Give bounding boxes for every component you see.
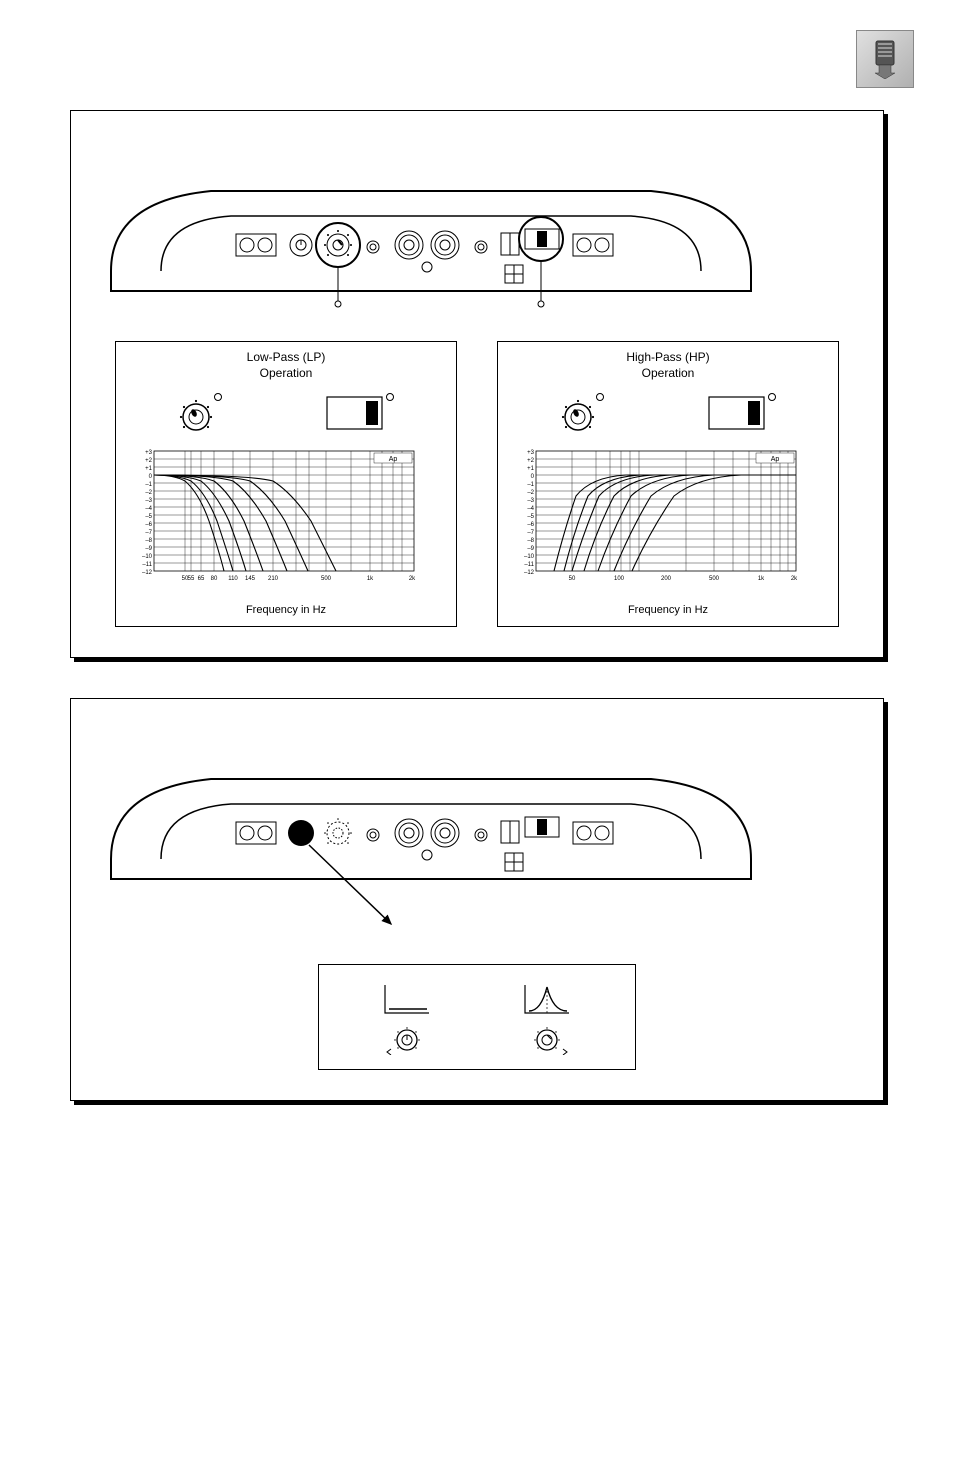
amplifier-top-view-2 <box>91 729 771 929</box>
knob-1 <box>290 234 312 256</box>
svg-text:+3: +3 <box>527 450 535 456</box>
svg-text:–1: –1 <box>527 482 534 488</box>
boost-response-col <box>519 979 575 1055</box>
filled-knob <box>288 820 314 846</box>
svg-text:–7: –7 <box>527 530 534 536</box>
svg-text:–3: –3 <box>145 498 152 504</box>
svg-text:–6: –6 <box>145 522 152 528</box>
hp-title-line1: High-Pass (HP) <box>626 350 709 364</box>
eq-detail-box <box>318 964 636 1070</box>
svg-text:–9: –9 <box>145 546 152 552</box>
svg-text:–4: –4 <box>145 506 152 512</box>
svg-text:+2: +2 <box>527 458 535 464</box>
svg-text:–11: –11 <box>524 562 534 568</box>
svg-text:+1: +1 <box>145 466 153 472</box>
eq-panel <box>70 698 884 1101</box>
lp-title-line1: Low-Pass (LP) <box>247 350 326 364</box>
svg-text:100: 100 <box>614 576 625 582</box>
svg-text:+1: +1 <box>527 466 535 472</box>
hp-response-chart: Ap +3 +2 +1 0 –1 –2 –3 –4 –5 –6 –7 –8 –9 –10 –11 –… <box>508 445 808 595</box>
crossover-panel: Low-Pass (LP) Operation <box>70 110 884 658</box>
flat-curve-icon <box>379 979 435 1019</box>
svg-text:–12: –12 <box>524 570 535 576</box>
printer-icon <box>856 30 914 88</box>
svg-text:50: 50 <box>569 576 576 582</box>
amplifier-top-view-1 <box>91 141 771 311</box>
svg-text:0: 0 <box>149 474 153 480</box>
lp-switch-icon <box>326 389 396 435</box>
svg-text:–2: –2 <box>145 490 152 496</box>
svg-text:–8: –8 <box>145 538 152 544</box>
svg-text:200: 200 <box>661 576 672 582</box>
svg-text:–6: –6 <box>527 522 534 528</box>
boost-curve-icon <box>519 979 575 1019</box>
svg-text:1k: 1k <box>367 576 374 582</box>
lp-response-chart: Ap +3 +2 +1 0 –1 –2 –3 –4 –5 –6 –7 –8 –9 –10 –11 –… <box>126 445 426 595</box>
svg-text:0: 0 <box>531 474 535 480</box>
svg-text:65: 65 <box>198 576 205 582</box>
svg-text:500: 500 <box>321 576 332 582</box>
svg-text:+2: +2 <box>145 458 153 464</box>
svg-text:–8: –8 <box>527 538 534 544</box>
svg-text:80: 80 <box>211 576 218 582</box>
knob-4b <box>475 829 487 841</box>
svg-text:–10: –10 <box>524 554 535 560</box>
svg-text:2k: 2k <box>791 576 798 582</box>
svg-text:145: 145 <box>245 576 256 582</box>
boost-knob-icon <box>525 1025 569 1055</box>
knob-2 <box>327 234 349 256</box>
svg-text:210: 210 <box>268 576 279 582</box>
hp-xlabel: Frequency in Hz <box>508 604 828 616</box>
lp-ap-label: Ap <box>389 456 398 463</box>
lp-title-line2: Operation <box>260 366 313 380</box>
svg-text:110: 110 <box>228 576 238 582</box>
svg-text:–12: –12 <box>142 570 153 576</box>
lp-title: Low-Pass (LP) Operation <box>126 350 446 381</box>
svg-text:2k: 2k <box>409 576 416 582</box>
knob-3b <box>367 829 379 841</box>
lp-knob-icon <box>176 389 226 435</box>
svg-text:500: 500 <box>709 576 720 582</box>
svg-text:55: 55 <box>188 576 195 582</box>
flat-knob-icon <box>385 1025 429 1055</box>
svg-text:–4: –4 <box>527 506 534 512</box>
svg-text:1k: 1k <box>758 576 765 582</box>
knob-4 <box>475 241 487 253</box>
high-pass-subpanel: High-Pass (HP) Operation <box>497 341 839 627</box>
hp-ap-label: Ap <box>771 456 780 463</box>
svg-text:–5: –5 <box>145 514 152 520</box>
flat-response-col <box>379 979 435 1055</box>
knob-3 <box>367 241 379 253</box>
svg-text:+3: +3 <box>145 450 153 456</box>
svg-text:–7: –7 <box>145 530 152 536</box>
svg-text:–3: –3 <box>527 498 534 504</box>
svg-text:–1: –1 <box>145 482 152 488</box>
hp-title: High-Pass (HP) Operation <box>508 350 828 381</box>
hp-title-line2: Operation <box>642 366 695 380</box>
low-pass-subpanel: Low-Pass (LP) Operation <box>115 341 457 627</box>
hp-knob-icon <box>558 389 608 435</box>
lp-xlabel: Frequency in Hz <box>126 604 446 616</box>
hp-switch-icon <box>708 389 778 435</box>
svg-text:–10: –10 <box>142 554 153 560</box>
svg-text:–9: –9 <box>527 546 534 552</box>
svg-text:–5: –5 <box>527 514 534 520</box>
svg-text:–11: –11 <box>142 562 152 568</box>
svg-text:–2: –2 <box>527 490 534 496</box>
